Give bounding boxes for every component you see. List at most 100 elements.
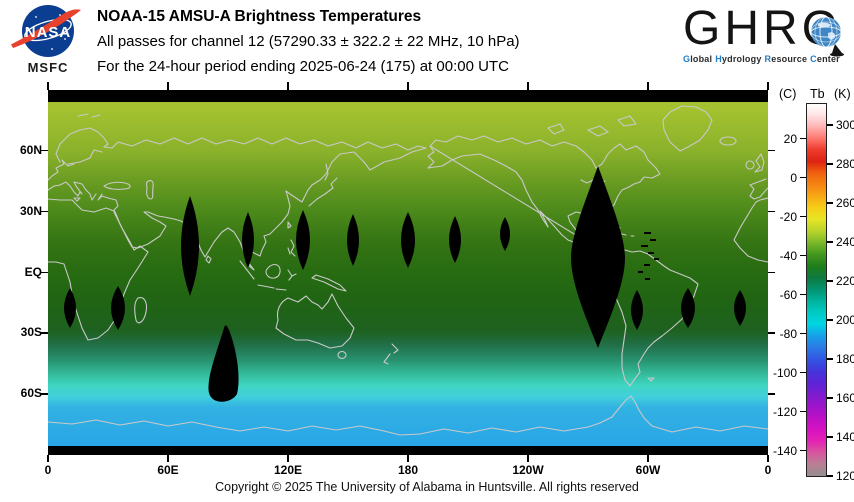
- lon-tick-bottom: [287, 455, 289, 462]
- colorbar-celsius-tick: [800, 332, 806, 335]
- ghrc-globe-icon: [810, 16, 845, 57]
- coastline-australia: [275, 293, 355, 349]
- data-gap-large-indian-ocean: [208, 325, 239, 402]
- lat-tick-right: [768, 210, 775, 213]
- colorbar-celsius-tick: [800, 176, 806, 179]
- colorbar-kelvin-tick: [827, 436, 833, 438]
- msfc-label: MSFC: [27, 60, 69, 75]
- data-gap-south: [681, 288, 695, 328]
- coastline-madagascar: [134, 297, 148, 324]
- colorbar-celsius-tick: [800, 410, 806, 413]
- lon-tick-label: 0: [44, 463, 52, 477]
- colorbar-celsius-label: -140: [772, 443, 797, 458]
- colorbar-quantity-label: Tb: [810, 87, 825, 101]
- nasa-orbit-ellipse: [24, 18, 72, 42]
- colorbar-celsius-label: -100: [772, 365, 797, 380]
- lon-tick-bottom: [407, 455, 409, 462]
- ghrc-tagline-word: Center: [810, 54, 840, 64]
- data-gap-north: [296, 210, 310, 270]
- coastline-sakhalin: [324, 163, 329, 181]
- lon-tick-label: 60E: [157, 463, 179, 477]
- ghrc-wordmark-c: C: [802, 2, 845, 57]
- coastline-africa-east: [48, 211, 149, 341]
- coastline-taiwan: [287, 221, 292, 229]
- colorbar-celsius-tick: [800, 137, 806, 140]
- data-gap-south: [64, 288, 76, 328]
- no-data-band-top: [48, 90, 768, 102]
- nasa-wordmark: NASA: [25, 24, 72, 41]
- data-gap-lenses: [64, 166, 746, 402]
- coastline-south-europe: [48, 181, 97, 201]
- lon-tick-bottom: [47, 455, 49, 462]
- colorbar-celsius-label: -20: [779, 209, 797, 224]
- data-gap-speckles: [600, 232, 659, 306]
- lat-tick-right: [768, 332, 775, 334]
- coastline-uk: [754, 153, 765, 173]
- coastline-japan: [308, 177, 338, 207]
- coastline-indonesia: [239, 260, 297, 291]
- colorbar-kelvin-label: 280: [836, 157, 854, 172]
- map-overlay: [48, 90, 768, 455]
- lat-tick-right: [768, 149, 775, 152]
- colorbar-unit-kelvin: (K): [834, 87, 851, 101]
- coastline-sicily: [73, 197, 81, 202]
- coastline-falklands: [647, 377, 655, 382]
- lat-tick-label: 60N: [19, 142, 42, 157]
- lat-tick-left: [40, 393, 48, 395]
- lat-tick-left: [40, 271, 48, 274]
- lon-tick-label: 180: [397, 463, 419, 477]
- coastline-africa-med: [48, 198, 115, 213]
- colorbar-celsius-label: 20: [783, 131, 797, 146]
- coastline-caspian-sea: [146, 180, 154, 200]
- colorbar-celsius-label: -40: [779, 248, 797, 263]
- coastline-baltic: [67, 149, 103, 165]
- data-gap-north: [242, 212, 254, 268]
- period-subtitle: For the 24-hour period ending 2025-06-24…: [97, 58, 509, 75]
- coastline-arctic-islands: [547, 115, 637, 137]
- colorbar-kelvin-label: 120: [836, 469, 854, 484]
- colorbar-kelvin-tick: [827, 280, 833, 282]
- coastline-new-guinea: [311, 274, 347, 292]
- lon-tick-label: 60W: [635, 463, 661, 477]
- coastline-black-sea: [103, 181, 131, 190]
- ghrc-tagline-word: Resource: [764, 54, 808, 64]
- lat-tick-right: [768, 271, 775, 274]
- colorbar: [806, 103, 827, 477]
- colorbar-celsius-label: 0: [790, 170, 797, 185]
- lat-tick-right: [768, 393, 775, 395]
- lat-tick-label: 30N: [19, 203, 42, 218]
- lat-tick-left: [40, 149, 48, 152]
- lon-tick-top: [47, 82, 49, 90]
- colorbar-celsius-tick: [800, 371, 806, 374]
- colorbar-kelvin-tick: [827, 319, 833, 321]
- coastline-west-europe: [48, 159, 75, 181]
- lat-tick-label: 60S: [20, 386, 42, 401]
- coastline-philippines: [287, 239, 296, 257]
- colorbar-celsius-tick: [800, 449, 806, 452]
- coastline-greenland: [662, 105, 713, 152]
- lat-tick-label: 30S: [20, 325, 42, 340]
- lon-tick-bottom: [527, 455, 529, 462]
- colorbar-kelvin-tick: [827, 163, 833, 166]
- data-gap-north: [401, 212, 415, 268]
- coastline-africa-west: [733, 197, 768, 263]
- colorbar-kelvin-label: 180: [836, 352, 854, 367]
- channel-subtitle: All passes for channel 12 (57290.33 ± 32…: [97, 33, 520, 50]
- coastline-new-zealand: [383, 343, 399, 365]
- colorbar-celsius-tick: [800, 215, 806, 218]
- lat-tick-label: EQ: [24, 264, 42, 279]
- coastline-iceland: [719, 136, 737, 146]
- lon-tick-top: [767, 82, 769, 90]
- page-title: NOAA-15 AMSU-A Brightness Temperatures: [97, 8, 422, 25]
- ghrc-wordmark-ghr: GHR: [683, 2, 802, 55]
- coastline-sri-lanka: [205, 255, 212, 264]
- data-gap-north: [500, 217, 510, 251]
- lon-tick-top: [527, 82, 529, 90]
- lat-tick-left: [40, 210, 48, 213]
- ghrc-tagline-word: Global: [683, 54, 713, 64]
- data-gap-north: [347, 214, 359, 266]
- lon-tick-bottom: [767, 455, 769, 462]
- colorbar-kelvin-tick: [827, 397, 833, 399]
- colorbar-kelvin-label: 200: [836, 313, 854, 328]
